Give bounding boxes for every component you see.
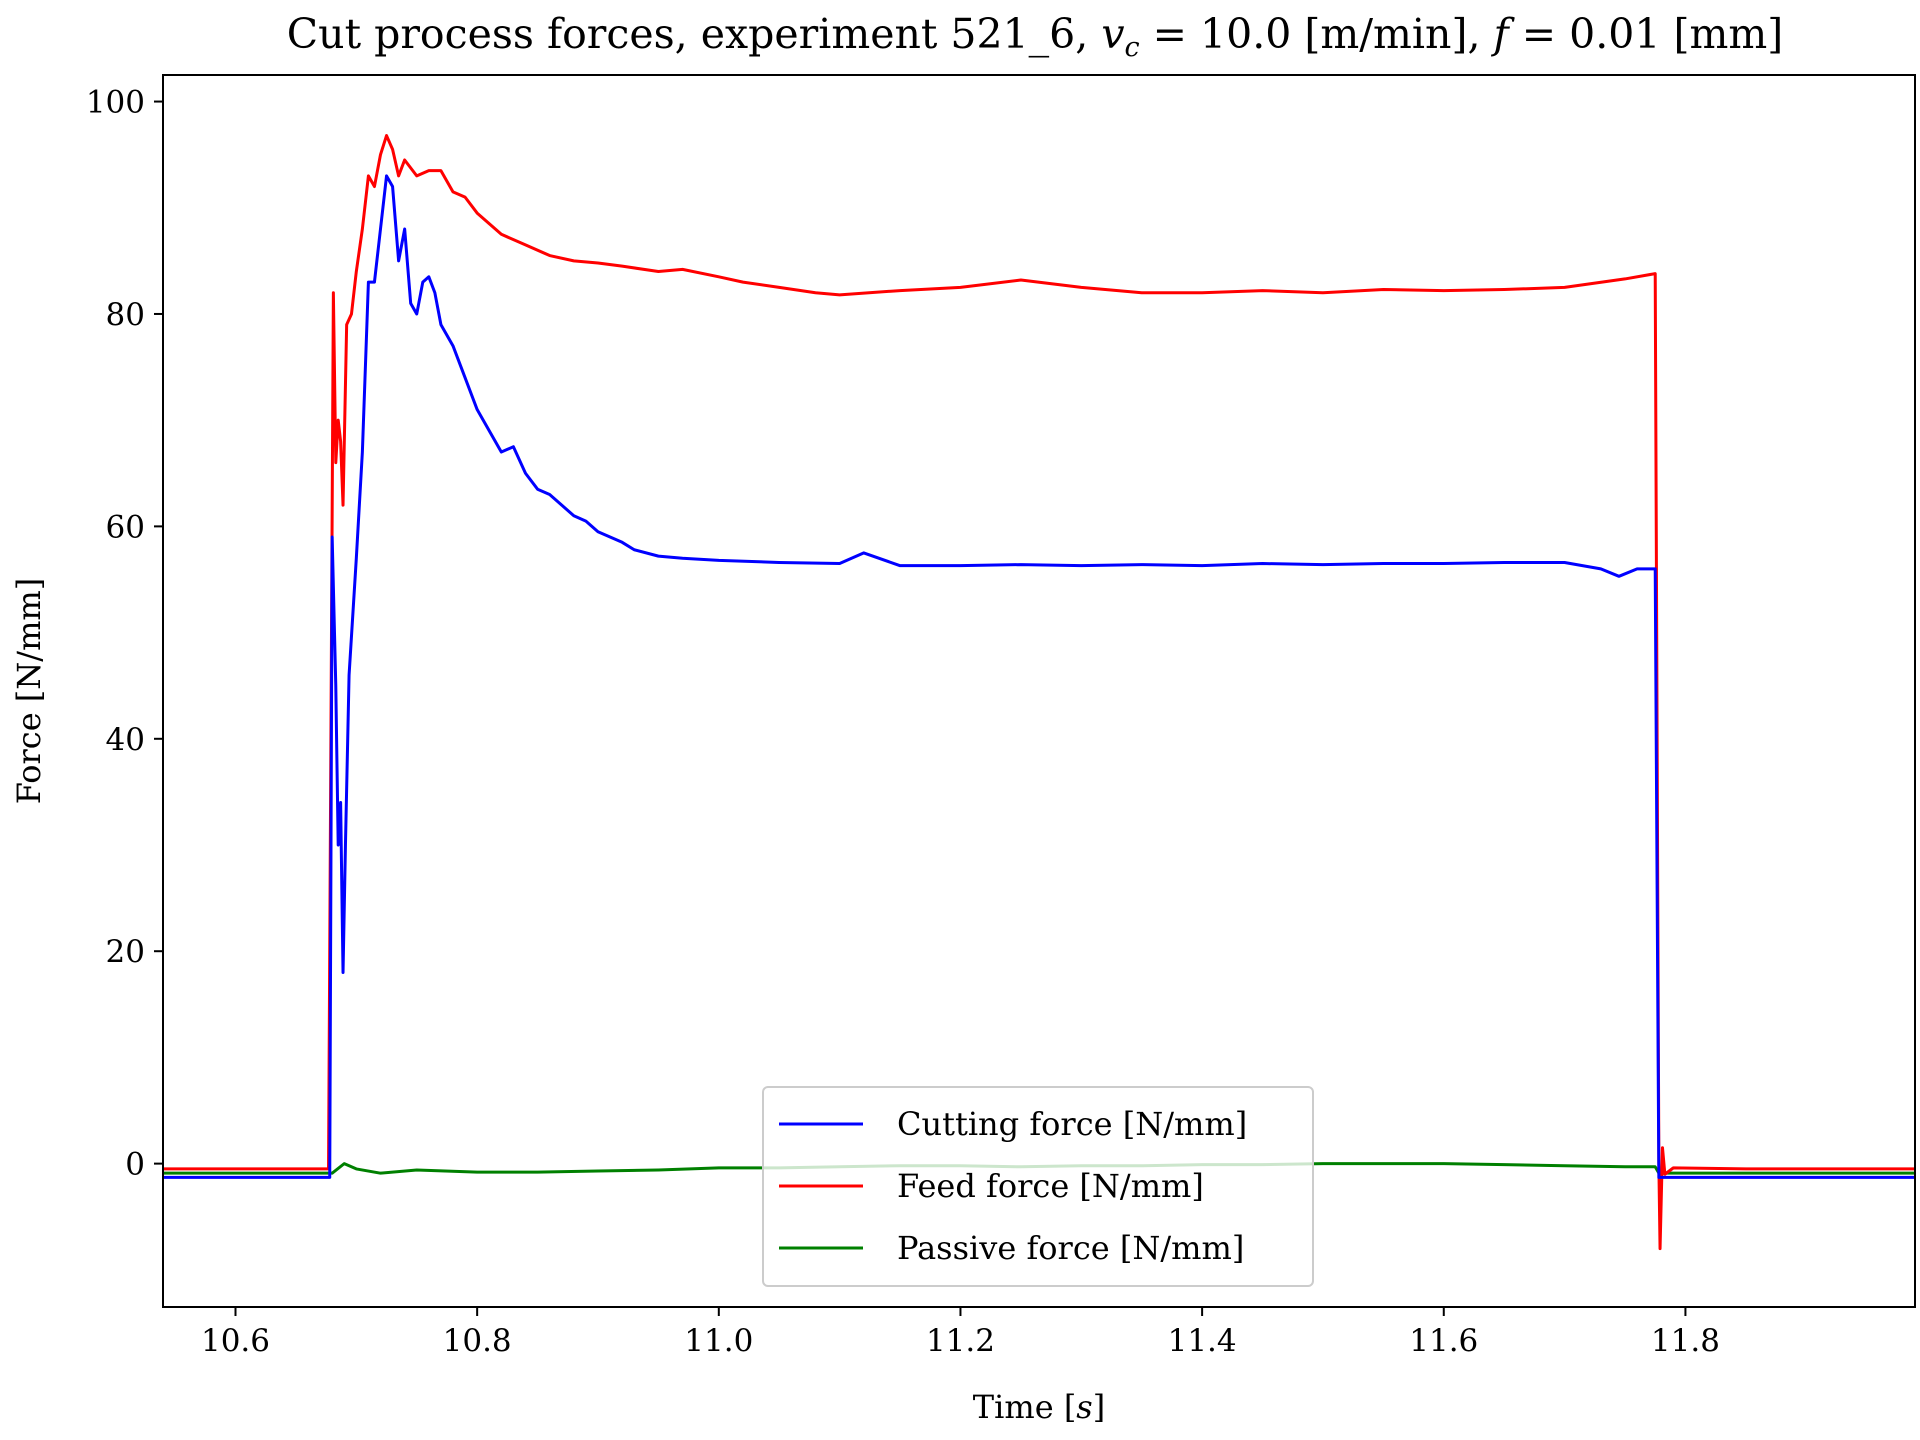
- y-tick-label: 20: [106, 934, 145, 970]
- x-tick-label: 10.6: [201, 1323, 270, 1359]
- x-tick-label: 10.8: [443, 1323, 512, 1359]
- x-tick-label: 11.8: [1651, 1323, 1720, 1359]
- x-label-text: Time [: [973, 1388, 1077, 1426]
- chart-title-group: Cut process forces, experiment 521_6, vc…: [287, 10, 1783, 63]
- y-axis: 0 20 40 60 80 100: [86, 85, 163, 1183]
- y-tick-label: 80: [106, 297, 145, 333]
- x-tick-label: 11.6: [1409, 1323, 1478, 1359]
- legend: Cutting force [N/mm] Feed force [N/mm] Pas…: [762, 1086, 1314, 1287]
- y-tick-label: 40: [106, 722, 145, 758]
- legend-label-3: Passive force [N/mm]: [897, 1229, 1244, 1267]
- x-tick-label: 11.4: [1168, 1323, 1237, 1359]
- y-tick-label: 0: [125, 1147, 145, 1183]
- chart-title: Cut process forces, experiment 521_6, vc…: [287, 10, 1783, 63]
- title-part-1: Cut process forces, experiment 521: [287, 10, 1029, 58]
- x-tick-label: 11.2: [926, 1323, 995, 1359]
- series-line-2: [163, 134, 1915, 1251]
- plot-frame: [162, 74, 1916, 1308]
- x-label-unit: s: [1076, 1388, 1092, 1426]
- title-part-3: = 10.0 [m/min],: [1140, 10, 1494, 58]
- x-axis: 10.6 10.8 11.0 11.2 11.4 11.6 11.8: [201, 1307, 1720, 1359]
- legend-entries: Cutting force [N/mm] Feed force [N/mm] Pas…: [779, 1105, 1247, 1267]
- legend-label-1: Cutting force [N/mm]: [897, 1105, 1247, 1143]
- y-tick-label: 100: [86, 85, 145, 121]
- legend-box: [762, 1086, 1314, 1287]
- x-label-close: ]: [1093, 1388, 1105, 1426]
- title-vc-subscript: c: [1125, 32, 1140, 63]
- title-part-2: 6,: [1049, 10, 1101, 58]
- y-tick-label: 60: [106, 509, 145, 545]
- series-line-1: [163, 174, 1915, 1179]
- title-part-4: = 0.01 [mm]: [1509, 10, 1784, 58]
- title-vc-symbol: v: [1101, 10, 1124, 58]
- legend-label-2: Feed force [N/mm]: [897, 1167, 1204, 1205]
- x-tick-label: 11.0: [684, 1323, 753, 1359]
- series-layer: [163, 134, 1915, 1251]
- x-axis-label: Time [s]: [973, 1388, 1105, 1426]
- title-underscore: _: [1029, 10, 1050, 58]
- y-axis-label: Force [N/mm]: [10, 578, 48, 804]
